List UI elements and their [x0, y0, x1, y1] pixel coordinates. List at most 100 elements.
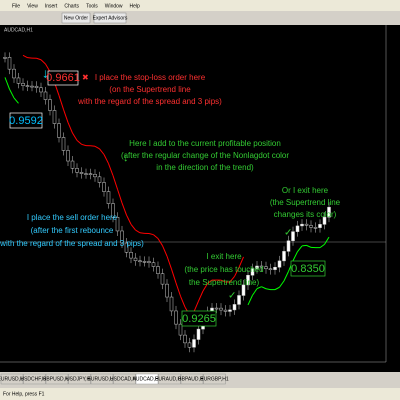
price-box	[9, 112, 43, 129]
tabs: EURUSD,H4USDCHF,H4GBPUSD,H4USDJPY,H4EURU…	[0, 373, 229, 385]
supertrend	[252, 288, 258, 296]
candle	[295, 225, 300, 232]
candle	[174, 310, 178, 325]
menu-item[interactable]: File	[12, 3, 20, 9]
candle	[327, 206, 331, 218]
chart-symbol: AUDCAD,H1	[4, 27, 33, 33]
candle	[147, 261, 151, 263]
tab[interactable]	[180, 373, 204, 385]
price-box	[47, 70, 79, 86]
candle	[214, 307, 219, 310]
status-text: For Help, press F1	[3, 391, 45, 397]
annotation: changes its color)	[274, 210, 337, 219]
supertrend	[72, 132, 78, 141]
menu-item[interactable]: Tools	[86, 3, 98, 9]
supertrend	[283, 271, 289, 282]
check-icon: ✓	[284, 228, 292, 239]
supertrend	[99, 148, 105, 155]
tab[interactable]	[90, 373, 114, 385]
supertrend	[126, 214, 132, 225]
new-order-button[interactable]	[61, 12, 91, 24]
menu-item[interactable]: Charts	[64, 3, 79, 9]
candle	[282, 251, 286, 262]
candle	[52, 110, 57, 124]
tab-label[interactable]: GBPAUD,H4	[178, 376, 207, 382]
supertrend	[220, 279, 226, 283]
menu-item[interactable]: Window	[105, 3, 123, 9]
tab-label[interactable]: EURUSD,H4	[0, 376, 27, 382]
toolbar	[0, 11, 400, 25]
candle	[3, 57, 7, 59]
supertrend	[81, 143, 87, 147]
tab-label[interactable]: EURUSD,H1	[88, 376, 117, 382]
supertrend	[13, 97, 19, 104]
candle	[88, 173, 93, 175]
candle	[286, 240, 291, 252]
candle	[304, 223, 309, 226]
candle	[129, 252, 133, 259]
candle	[120, 230, 124, 244]
tab-label[interactable]: GBPUSD,H4	[43, 376, 72, 382]
tab[interactable]	[45, 373, 69, 385]
supertrend	[139, 232, 145, 234]
annotation: in the direction of the trend)	[156, 163, 254, 172]
candle	[75, 168, 79, 173]
candle	[255, 265, 259, 269]
menu-item[interactable]: Help	[130, 3, 141, 9]
candle	[25, 85, 30, 87]
candle	[259, 265, 264, 268]
candle	[309, 225, 313, 228]
tab[interactable]	[0, 373, 24, 385]
candle	[291, 231, 295, 242]
tab[interactable]	[203, 373, 226, 385]
candle	[277, 260, 282, 268]
supertrend	[58, 95, 64, 110]
tab[interactable]	[23, 373, 46, 385]
supertrend	[108, 163, 114, 176]
expert-advisors-label[interactable]: Expert Advisors	[93, 15, 128, 21]
candle	[111, 203, 115, 218]
supertrend	[247, 295, 253, 306]
supertrend	[76, 139, 82, 145]
supertrend	[229, 276, 235, 283]
check-icon: ✓	[228, 291, 236, 302]
menu-bar	[0, 0, 400, 11]
candles	[3, 52, 331, 353]
candle	[34, 85, 39, 88]
candle	[165, 283, 169, 298]
supertrend	[175, 282, 181, 297]
candle	[12, 68, 16, 79]
supertrend	[234, 267, 240, 277]
candle	[300, 223, 304, 227]
tab[interactable]	[158, 373, 181, 385]
tab-label[interactable]: EURGBP,H1	[200, 376, 228, 382]
tab-label[interactable]: USDCHF,H4	[20, 376, 48, 382]
candle	[237, 295, 241, 305]
supertrend	[202, 283, 208, 292]
supertrend	[306, 244, 312, 248]
tab[interactable]	[135, 373, 159, 385]
candle	[156, 266, 160, 274]
annotation: with the regard of the spread and 3 pips…	[77, 97, 222, 106]
annotation: (the Supertrend line	[270, 198, 341, 207]
tab[interactable]	[68, 373, 91, 385]
tab-label[interactable]: EURAUD,H4	[155, 376, 184, 382]
price-box	[181, 310, 217, 327]
supertrend	[193, 300, 199, 312]
candle	[39, 87, 43, 93]
tab-label[interactable]: USDJPY,H4	[66, 376, 93, 382]
supertrend	[162, 245, 168, 257]
tab-label[interactable]: AUDCAD,H1	[133, 376, 162, 382]
menu-item[interactable]: Insert	[45, 3, 58, 9]
expert-advisors-button[interactable]	[93, 12, 127, 24]
supertrend	[130, 223, 136, 231]
supertrend	[90, 145, 96, 147]
tab[interactable]	[113, 373, 136, 385]
candle	[43, 91, 48, 100]
menu-item[interactable]: View	[27, 3, 38, 9]
tab-label[interactable]: USDCAD,H4	[110, 376, 139, 382]
annotation: I exit here	[206, 252, 242, 261]
new-order-label[interactable]: New Order	[64, 15, 89, 21]
supertrend	[261, 286, 267, 290]
